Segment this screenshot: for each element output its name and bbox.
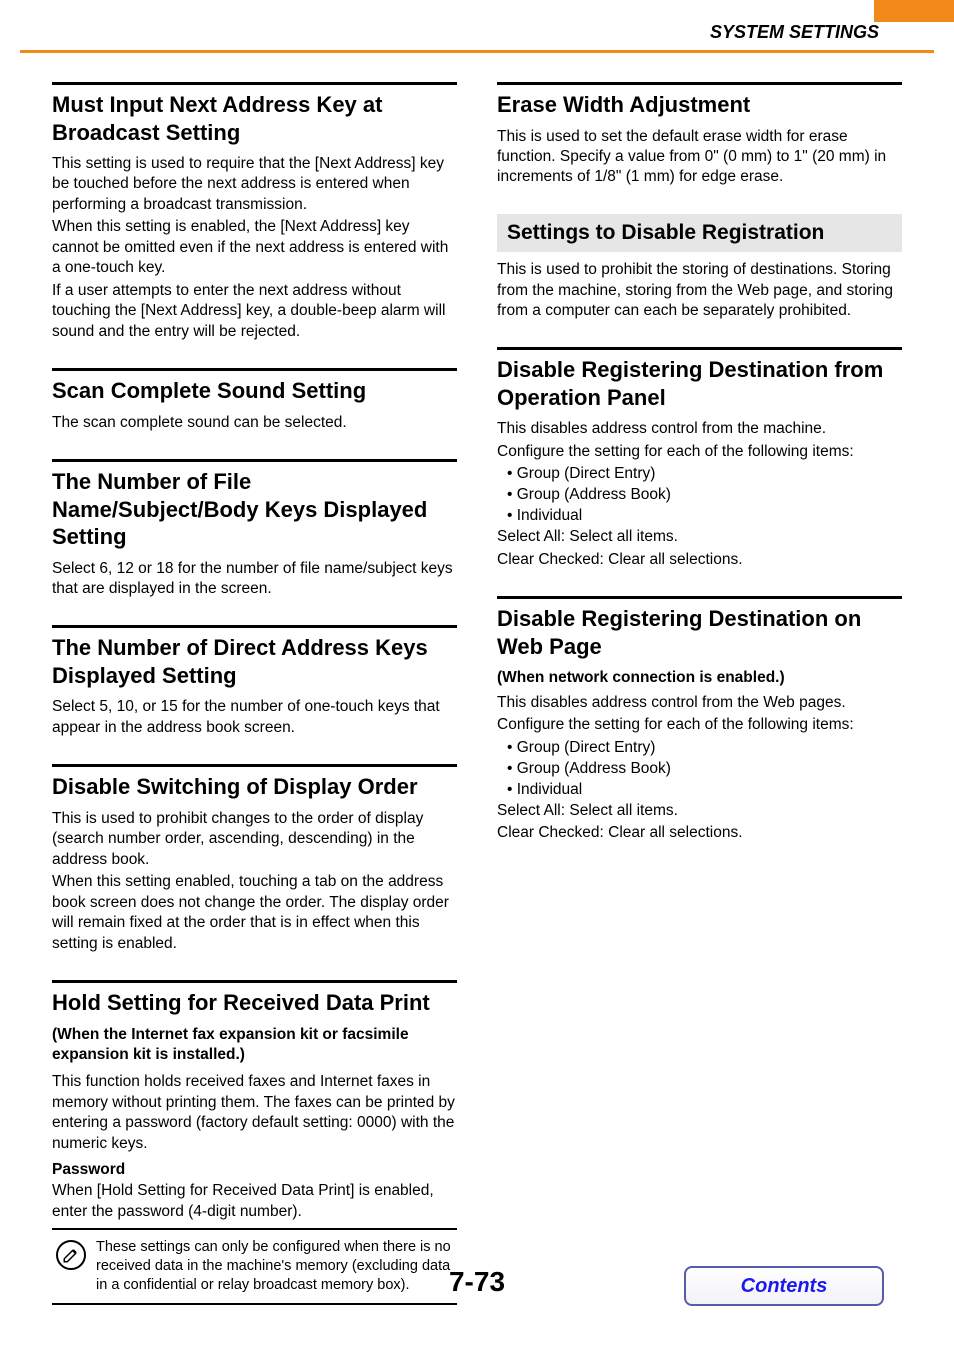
list-item: Individual (507, 506, 902, 527)
section-rule (52, 764, 457, 767)
section-erase-width: Erase Width Adjustment This is used to s… (497, 82, 902, 188)
body-text: If a user attempts to enter the next add… (52, 281, 457, 342)
subheading-bold: (When the Internet fax expansion kit or … (52, 1025, 457, 1067)
section-file-name-keys: The Number of File Name/Subject/Body Key… (52, 459, 457, 599)
section-heading: Hold Setting for Received Data Print (52, 989, 457, 1017)
section-rule (497, 347, 902, 350)
section-disable-web-page: Disable Registering Destination on Web P… (497, 596, 902, 844)
section-disable-switching: Disable Switching of Display Order This … (52, 764, 457, 954)
section-rule (52, 82, 457, 85)
body-text: This disables address control from the W… (497, 693, 902, 713)
section-must-input: Must Input Next Address Key at Broadcast… (52, 82, 457, 342)
list-item: Group (Direct Entry) (507, 738, 902, 759)
gray-heading-box: Settings to Disable Registration (497, 214, 902, 252)
section-direct-address-keys: The Number of Direct Address Keys Displa… (52, 625, 457, 738)
section-hold-setting: Hold Setting for Received Data Print (Wh… (52, 980, 457, 1305)
body-text: Clear Checked: Clear all selections. (497, 823, 902, 843)
body-text: When this setting enabled, touching a ta… (52, 872, 457, 954)
contents-button[interactable]: Contents (684, 1266, 884, 1306)
list-item: Individual (507, 780, 902, 801)
section-heading: Disable Switching of Display Order (52, 773, 457, 801)
subheading-bold: (When network connection is enabled.) (497, 668, 902, 689)
bullet-list: Group (Direct Entry) Group (Address Book… (497, 464, 902, 527)
body-text: This is used to prohibit the storing of … (497, 260, 902, 321)
section-heading: Disable Registering Destination from Ope… (497, 356, 902, 411)
body-text: The scan complete sound can be selected. (52, 413, 457, 433)
section-heading: Scan Complete Sound Setting (52, 377, 457, 405)
section-rule (497, 596, 902, 599)
section-disable-op-panel: Disable Registering Destination from Ope… (497, 347, 902, 570)
body-text: Select All: Select all items. (497, 801, 902, 821)
body-text: Select All: Select all items. (497, 527, 902, 547)
list-item: Group (Address Book) (507, 485, 902, 506)
body-text: Configure the setting for each of the fo… (497, 715, 902, 735)
body-text: Clear Checked: Clear all selections. (497, 550, 902, 570)
body-text: Select 6, 12 or 18 for the number of fil… (52, 559, 457, 600)
section-heading: Erase Width Adjustment (497, 91, 902, 119)
body-text: Select 5, 10, or 15 for the number of on… (52, 697, 457, 738)
section-rule (52, 980, 457, 983)
section-rule (52, 459, 457, 462)
body-text: This is used to set the default erase wi… (497, 127, 902, 188)
list-item: Group (Address Book) (507, 759, 902, 780)
body-text: This setting is used to require that the… (52, 154, 457, 215)
section-disable-registration-group: Settings to Disable Registration This is… (497, 214, 902, 322)
section-heading: The Number of File Name/Subject/Body Key… (52, 468, 457, 551)
gray-heading: Settings to Disable Registration (507, 220, 892, 246)
orange-tab (874, 0, 954, 22)
section-heading: The Number of Direct Address Keys Displa… (52, 634, 457, 689)
left-column: Must Input Next Address Key at Broadcast… (52, 82, 457, 1331)
section-heading: Must Input Next Address Key at Broadcast… (52, 91, 457, 146)
section-scan-complete: Scan Complete Sound Setting The scan com… (52, 368, 457, 433)
section-heading: Disable Registering Destination on Web P… (497, 605, 902, 660)
list-item: Group (Direct Entry) (507, 464, 902, 485)
content-columns: Must Input Next Address Key at Broadcast… (52, 82, 902, 1331)
body-text: Configure the setting for each of the fo… (497, 442, 902, 462)
header-rule (20, 50, 934, 53)
password-label: Password (52, 1160, 457, 1181)
body-text: When [Hold Setting for Received Data Pri… (52, 1181, 457, 1222)
body-text: This disables address control from the m… (497, 419, 902, 439)
body-text: When this setting is enabled, the [Next … (52, 217, 457, 278)
section-rule (497, 82, 902, 85)
body-text: This is used to prohibit changes to the … (52, 809, 457, 870)
section-rule (52, 625, 457, 628)
page: SYSTEM SETTINGS Must Input Next Address … (0, 0, 954, 1350)
right-column: Erase Width Adjustment This is used to s… (497, 82, 902, 1331)
section-rule (52, 368, 457, 371)
bullet-list: Group (Direct Entry) Group (Address Book… (497, 738, 902, 801)
body-text: This function holds received faxes and I… (52, 1072, 457, 1154)
header-title: SYSTEM SETTINGS (710, 22, 879, 43)
